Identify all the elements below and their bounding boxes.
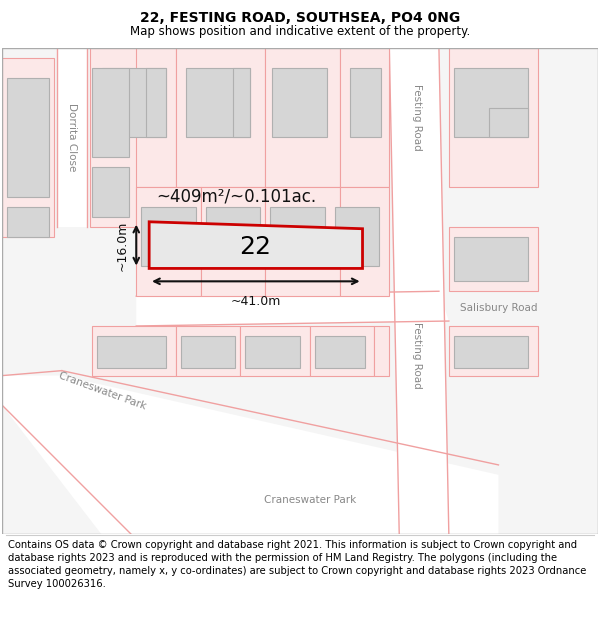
- Polygon shape: [265, 48, 340, 187]
- Text: ~41.0m: ~41.0m: [230, 295, 281, 308]
- Bar: [206, 207, 260, 266]
- Polygon shape: [310, 326, 374, 376]
- Bar: [315, 336, 365, 367]
- Text: Craneswater Park: Craneswater Park: [264, 494, 356, 504]
- Polygon shape: [176, 326, 241, 376]
- Polygon shape: [265, 187, 340, 296]
- Polygon shape: [89, 48, 136, 227]
- Polygon shape: [374, 326, 389, 376]
- Bar: [92, 168, 130, 217]
- Text: Dorrita Close: Dorrita Close: [67, 103, 77, 172]
- Polygon shape: [340, 48, 389, 187]
- Bar: [92, 68, 130, 158]
- Bar: [350, 68, 382, 138]
- Polygon shape: [136, 291, 449, 326]
- Bar: [454, 336, 528, 367]
- Text: Contains OS data © Crown copyright and database right 2021. This information is : Contains OS data © Crown copyright and d…: [8, 540, 586, 589]
- Polygon shape: [389, 48, 449, 534]
- Text: Map shows position and indicative extent of the property.: Map shows position and indicative extent…: [130, 24, 470, 38]
- Polygon shape: [449, 326, 538, 376]
- Text: 22: 22: [239, 234, 271, 259]
- Bar: [186, 68, 250, 138]
- Bar: [488, 107, 528, 138]
- Bar: [272, 68, 327, 138]
- Polygon shape: [201, 187, 265, 296]
- Bar: [146, 68, 166, 138]
- Polygon shape: [176, 48, 265, 187]
- Bar: [454, 237, 528, 281]
- Text: Salisbury Road: Salisbury Road: [460, 303, 537, 313]
- Bar: [181, 336, 235, 367]
- Bar: [233, 68, 250, 138]
- Bar: [97, 336, 166, 367]
- Polygon shape: [449, 48, 538, 187]
- Text: ~16.0m: ~16.0m: [115, 221, 128, 271]
- Polygon shape: [449, 227, 538, 291]
- Text: 22, FESTING ROAD, SOUTHSEA, PO4 0NG: 22, FESTING ROAD, SOUTHSEA, PO4 0NG: [140, 11, 460, 24]
- Text: Festing Road: Festing Road: [412, 84, 422, 151]
- Text: Festing Road: Festing Road: [412, 322, 422, 389]
- Polygon shape: [149, 222, 362, 268]
- Polygon shape: [57, 48, 86, 227]
- Bar: [454, 68, 528, 138]
- Bar: [7, 78, 49, 197]
- Bar: [245, 336, 300, 367]
- Polygon shape: [340, 187, 389, 296]
- Polygon shape: [92, 48, 176, 187]
- Polygon shape: [2, 58, 54, 237]
- Polygon shape: [241, 326, 310, 376]
- Bar: [7, 207, 49, 237]
- Text: ~409m²/~0.101ac.: ~409m²/~0.101ac.: [156, 188, 316, 206]
- Polygon shape: [92, 326, 176, 376]
- Text: Craneswater Park: Craneswater Park: [57, 370, 147, 411]
- Bar: [270, 207, 325, 266]
- Bar: [335, 207, 379, 266]
- Bar: [101, 68, 166, 138]
- Polygon shape: [136, 187, 201, 296]
- Bar: [141, 207, 196, 266]
- Polygon shape: [2, 376, 499, 534]
